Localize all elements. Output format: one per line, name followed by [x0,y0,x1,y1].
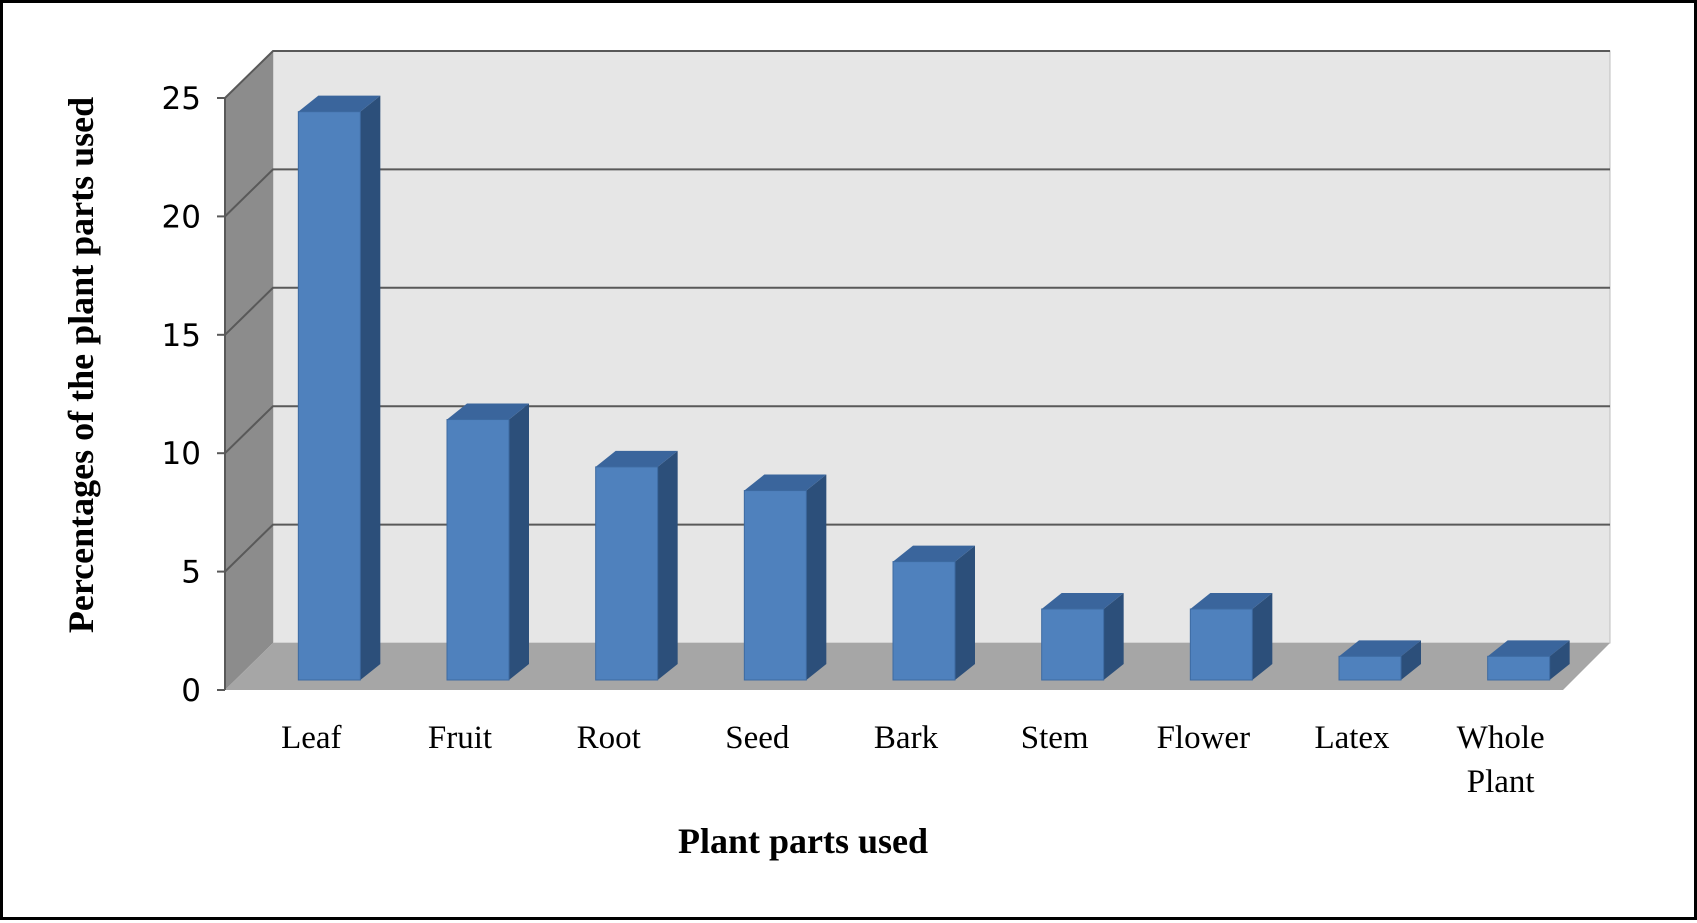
x-tick-label-line: Whole [1457,720,1545,756]
bar-top [595,450,678,467]
bar-side [955,545,975,680]
bar [743,474,827,681]
x-tick-label: Root [577,720,641,756]
bar-top [1487,640,1570,657]
bar-side [360,95,381,681]
x-tick-label-line: Latex [1314,720,1390,756]
x-axis-ticks: Leaf Fruit Root Seed Bark Stem Flower Latex Whol… [281,720,1545,800]
x-tick-label: Fruit [428,720,492,756]
bar-side [1103,592,1124,680]
x-axis-title: Plant parts used [678,821,928,861]
y-tick-label: 0 [181,673,201,709]
x-tick-label: Stem [1021,720,1089,756]
y-tick-label: 15 [162,318,201,354]
x-tick-label-line: Flower [1157,720,1251,756]
x-tick-label-line: Seed [725,720,790,756]
bar [595,450,678,681]
gridline [224,405,1610,454]
bar-front [1041,608,1105,681]
gridline [224,286,1610,336]
y-tick-label: 5 [181,555,201,591]
bar [297,95,381,681]
bar-side [509,403,529,680]
bar-front [446,419,510,681]
x-tick-label: Bark [874,720,939,756]
bar-side [1401,640,1421,680]
bar-front [1487,655,1551,681]
x-tick-label-line: Bark [874,720,939,756]
x-tick-label-line: Stem [1021,720,1089,756]
bar-chart: 0 5 10 15 20 25 Leaf Fruit Root Seed Bark Stem Flow… [61,50,1611,861]
y-tick-label: 25 [162,81,201,117]
y-axis-ticks: 0 5 10 15 20 25 [162,81,226,709]
bar-top [1041,592,1124,609]
bar-front [1189,608,1253,681]
bar [1487,640,1570,681]
bar-top [893,545,975,562]
bar-top [744,474,827,491]
bar-side [806,474,827,680]
bar-side [1252,592,1273,680]
bar-front [595,466,659,681]
x-tick-label: Flower [1157,720,1251,756]
bar-front [743,490,807,681]
bar-front [892,561,956,681]
bar-top [1190,592,1273,609]
bar [892,545,975,681]
x-tick-label-line: Fruit [428,720,492,756]
bar-front [1338,655,1402,681]
bars [297,95,1570,681]
bar-top [1339,640,1421,657]
gridline [224,50,1610,99]
side-wall [225,51,273,690]
bar-side [1549,640,1570,680]
gridlines [224,50,1610,573]
bar [446,403,529,681]
x-tick-label-line: Leaf [281,720,341,756]
bar [1189,592,1273,681]
x-tick-label: Leaf [281,720,341,756]
x-tick-label-line: Plant [1467,764,1535,800]
x-tick-label-line: Root [577,720,641,756]
bar [1338,640,1421,681]
y-tick-label: 10 [162,436,201,472]
y-tick-label: 20 [162,199,201,235]
bar-top [298,95,381,112]
bar [1041,592,1124,681]
x-tick-label: Seed [725,720,790,756]
y-axis-title: Percentages of the plant parts used [61,97,101,633]
bar-top [447,403,529,420]
bar-side [657,450,678,680]
bar-front [297,111,361,681]
gridline [224,168,1610,218]
x-tick-label: Whole Plant [1457,720,1545,800]
gridline [224,523,1610,573]
x-tick-label: Latex [1314,720,1390,756]
